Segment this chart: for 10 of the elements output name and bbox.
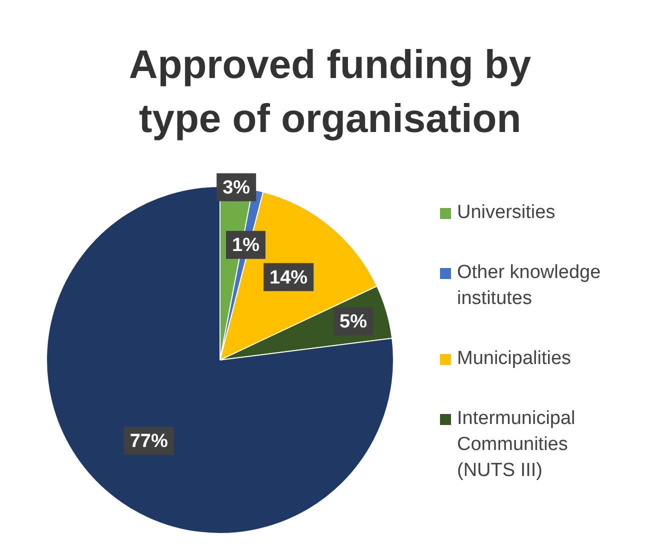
chart-title: Approved funding by type of organisation xyxy=(128,42,532,143)
data-label: 3% xyxy=(222,178,250,199)
legend-label: Intermunicipal Communities (NUTS III) xyxy=(457,407,576,483)
data-label: 1% xyxy=(232,235,260,256)
legend-label: Municipalities xyxy=(457,347,572,371)
legend-label: Universities xyxy=(457,201,556,225)
data-label: 5% xyxy=(340,312,368,333)
data-label: 77% xyxy=(130,430,168,452)
data-label: 14% xyxy=(270,267,308,288)
legend-label: Other knowledge institutes xyxy=(457,261,602,311)
